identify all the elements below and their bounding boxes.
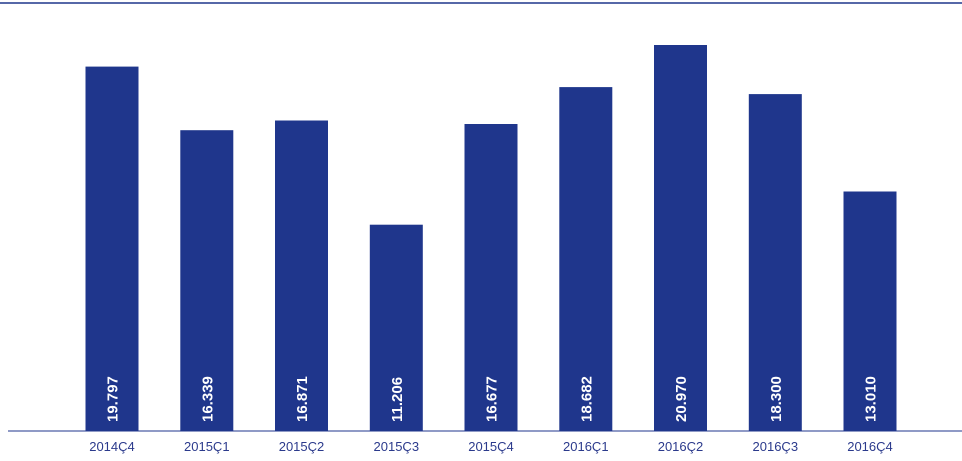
tick-label-2015Ç3: 2015Ç3 (374, 439, 420, 454)
tick-label-2015Ç1: 2015Ç1 (184, 439, 230, 454)
value-label-2014Ç4: 19.797 (105, 376, 122, 422)
value-label-2016Ç2: 20.970 (673, 376, 690, 422)
value-label-2015Ç3: 11.206 (389, 377, 406, 422)
value-label-2016Ç1: 18.682 (578, 376, 595, 422)
value-label-2015Ç1: 16.339 (199, 376, 216, 422)
value-label-2016Ç3: 18.300 (768, 376, 785, 422)
value-label-2015Ç2: 16.871 (294, 376, 311, 422)
tick-label-2014Ç4: 2014Ç4 (89, 439, 135, 454)
tick-label-2016Ç2: 2016Ç2 (658, 439, 704, 454)
bar-2016Ç2 (654, 45, 707, 431)
tick-label-2016Ç4: 2016Ç4 (847, 439, 893, 454)
bar-series (86, 45, 897, 431)
tick-label-2016Ç1: 2016Ç1 (563, 439, 609, 454)
value-label-2015Ç4: 16.677 (484, 376, 501, 422)
tick-label-2015Ç4: 2015Ç4 (468, 439, 514, 454)
value-label-2016Ç4: 13.010 (863, 376, 880, 422)
tick-label-2016Ç3: 2016Ç3 (753, 439, 799, 454)
x-tick-labels: 2014Ç4 2015Ç1 2015Ç2 2015Ç3 2015Ç4 2016Ç1 2016… (89, 439, 893, 454)
tick-label-2015Ç2: 2015Ç2 (279, 439, 325, 454)
